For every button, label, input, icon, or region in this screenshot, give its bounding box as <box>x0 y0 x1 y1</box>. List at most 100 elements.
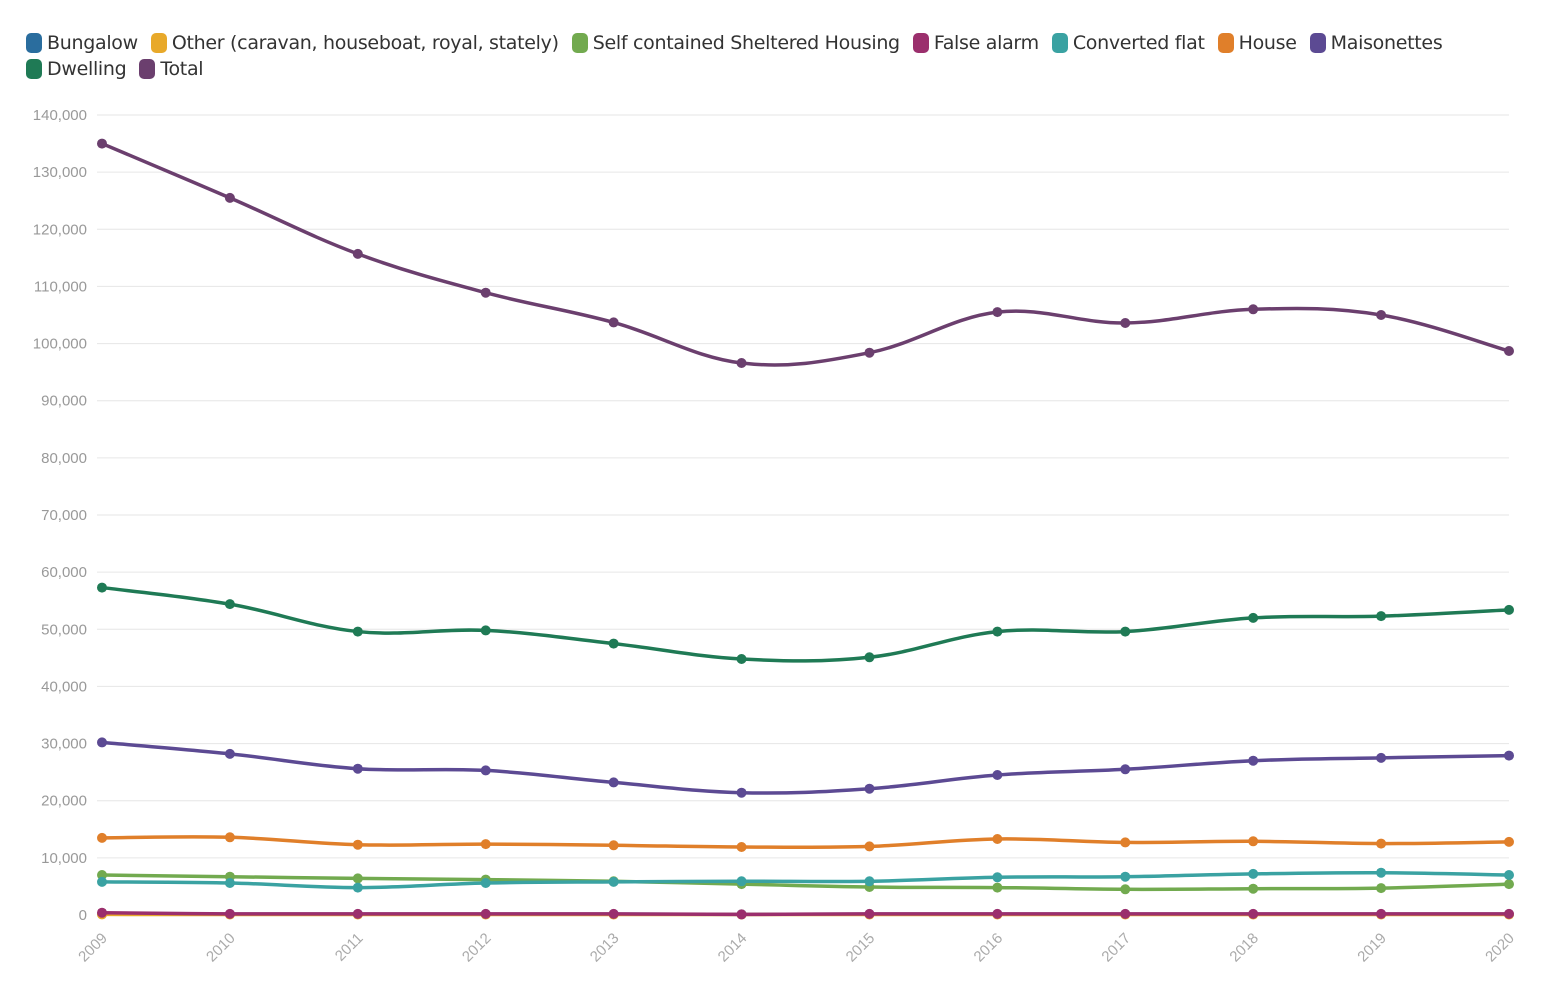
data-point[interactable] <box>1376 752 1387 763</box>
data-point[interactable] <box>992 908 1003 919</box>
data-point[interactable] <box>992 834 1003 844</box>
series-line <box>100 910 1511 917</box>
legend-swatch <box>1217 33 1234 53</box>
legend-swatch <box>571 33 588 53</box>
data-point[interactable] <box>992 307 1003 318</box>
legend-item-total[interactable]: Total <box>139 58 204 80</box>
data-point[interactable] <box>864 841 875 852</box>
data-point[interactable] <box>97 737 107 748</box>
data-point[interactable] <box>352 908 363 919</box>
data-point[interactable] <box>480 878 491 888</box>
series-dwelling <box>97 582 1514 664</box>
data-point[interactable] <box>1504 908 1514 919</box>
y-tick-label: 140,000 <box>33 107 87 124</box>
legend-item-house[interactable]: House <box>1217 32 1297 54</box>
legend-swatch <box>26 33 42 53</box>
data-point[interactable] <box>480 765 491 776</box>
data-point[interactable] <box>352 839 363 850</box>
legend-item-maisonettes[interactable]: Maisonettes <box>1309 32 1443 54</box>
data-point[interactable] <box>992 770 1003 780</box>
data-point[interactable] <box>1120 318 1131 328</box>
data-point[interactable] <box>864 652 875 663</box>
data-point[interactable] <box>97 907 107 918</box>
x-tick-label: 2014 <box>715 930 751 966</box>
data-point[interactable] <box>352 873 363 884</box>
data-point[interactable] <box>736 654 747 664</box>
data-point[interactable] <box>608 908 619 919</box>
legend-item-self-contained-sheltered-housing[interactable]: Self contained Sheltered Housing <box>571 32 900 54</box>
data-point[interactable] <box>1248 755 1259 766</box>
data-point[interactable] <box>1120 884 1131 895</box>
data-point[interactable] <box>736 787 747 798</box>
data-point[interactable] <box>97 876 107 887</box>
data-point[interactable] <box>1376 310 1387 320</box>
data-point[interactable] <box>1248 868 1259 879</box>
data-point[interactable] <box>352 882 363 893</box>
legend-swatch <box>150 33 167 53</box>
data-point[interactable] <box>1376 867 1387 878</box>
data-point[interactable] <box>1120 626 1131 637</box>
data-point[interactable] <box>352 248 363 259</box>
data-point[interactable] <box>992 626 1003 637</box>
data-point[interactable] <box>224 599 235 610</box>
data-point[interactable] <box>1504 750 1514 761</box>
data-point[interactable] <box>864 783 875 794</box>
data-point[interactable] <box>480 839 491 850</box>
data-point[interactable] <box>992 882 1003 893</box>
data-point[interactable] <box>97 138 107 149</box>
data-point[interactable] <box>864 908 875 919</box>
data-point[interactable] <box>1248 612 1259 623</box>
data-point[interactable] <box>1376 838 1387 849</box>
legend-item-converted-flat[interactable]: Converted flat <box>1051 32 1205 54</box>
data-point[interactable] <box>1504 870 1514 880</box>
data-point[interactable] <box>608 777 619 788</box>
data-point[interactable] <box>352 626 363 637</box>
data-point[interactable] <box>480 287 491 298</box>
data-point[interactable] <box>1120 837 1131 848</box>
data-point[interactable] <box>224 832 235 843</box>
data-point[interactable] <box>1376 908 1387 919</box>
data-point[interactable] <box>1376 611 1387 622</box>
legend-swatch <box>26 59 42 79</box>
legend-item-other-caravan-houseboat-royal-stately[interactable]: Other (caravan, houseboat, royal, statel… <box>150 32 559 54</box>
legend-label: Bungalow <box>47 32 138 54</box>
data-point[interactable] <box>1248 836 1259 847</box>
data-point[interactable] <box>1248 908 1259 919</box>
data-point[interactable] <box>736 358 747 368</box>
data-point[interactable] <box>224 748 235 759</box>
data-point[interactable] <box>352 763 363 774</box>
data-point[interactable] <box>1504 879 1514 890</box>
data-point[interactable] <box>97 870 107 880</box>
data-point[interactable] <box>864 347 875 358</box>
data-point[interactable] <box>736 909 747 920</box>
data-point[interactable] <box>1120 908 1131 919</box>
data-point[interactable] <box>480 908 491 919</box>
data-point[interactable] <box>1504 346 1514 356</box>
data-point[interactable] <box>1248 304 1259 315</box>
data-point[interactable] <box>1248 883 1259 894</box>
legend-item-bungalow[interactable]: Bungalow <box>26 32 138 54</box>
data-point[interactable] <box>1120 871 1131 882</box>
legend-item-dwelling[interactable]: Dwelling <box>26 58 127 80</box>
data-point[interactable] <box>736 842 747 852</box>
data-point[interactable] <box>608 876 619 887</box>
data-point[interactable] <box>224 908 235 919</box>
data-point[interactable] <box>608 638 619 649</box>
data-point[interactable] <box>224 192 235 203</box>
data-point[interactable] <box>1120 764 1131 775</box>
data-point[interactable] <box>480 625 491 636</box>
y-tick-label: 90,000 <box>41 393 87 410</box>
data-point[interactable] <box>864 876 875 887</box>
legend-item-false-alarm[interactable]: False alarm <box>912 32 1039 54</box>
data-point[interactable] <box>224 878 235 888</box>
data-point[interactable] <box>608 840 619 851</box>
data-point[interactable] <box>1504 836 1514 847</box>
data-point[interactable] <box>1376 883 1387 894</box>
data-point[interactable] <box>97 832 107 843</box>
data-point[interactable] <box>736 876 747 887</box>
data-point[interactable] <box>1504 604 1514 615</box>
data-point[interactable] <box>608 317 619 328</box>
data-point[interactable] <box>97 582 107 593</box>
data-point[interactable] <box>992 872 1003 883</box>
y-tick-label: 70,000 <box>41 507 87 524</box>
